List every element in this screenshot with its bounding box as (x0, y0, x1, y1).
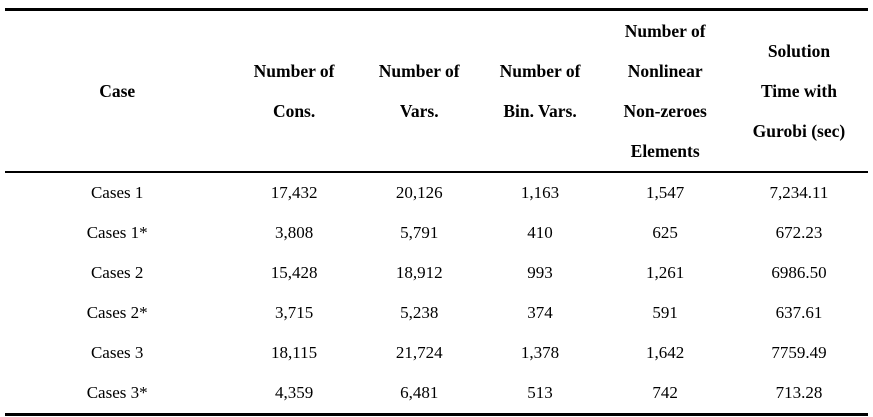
header-line: Gurobi (sec) (752, 121, 846, 141)
nonlinear-cell: 591 (652, 303, 678, 322)
header-line: Number of (499, 61, 581, 81)
table-row: Cases 3* 4,359 6,481 513 742 713.28 (5, 373, 868, 415)
cons-cell: 15,428 (270, 263, 318, 282)
col-header-num-cons: Number of Cons. (229, 10, 358, 173)
bin-vars-cell: 374 (527, 303, 553, 322)
vars-cell: 5,791 (400, 223, 439, 242)
header-line: Nonlinear (627, 61, 703, 81)
bin-vars-cell: 993 (527, 263, 553, 282)
nonlinear-cell: 1,642 (646, 343, 685, 362)
case-cell: Cases 3 (90, 343, 144, 362)
header-line: Cons. (272, 101, 316, 121)
header-line: Elements (630, 141, 700, 161)
header-line: Solution (767, 41, 831, 61)
results-table: Case Number of Cons. Number of Vars. Num… (5, 8, 868, 416)
solution-time-cell: 637.61 (775, 303, 823, 322)
nonlinear-cell: 742 (652, 383, 678, 402)
col-header-solution-time: Solution Time with Gurobi (sec) (730, 10, 868, 173)
header-line: Number of (253, 61, 335, 81)
header-line: Vars. (399, 101, 439, 121)
vars-cell: 21,724 (395, 343, 443, 362)
nonlinear-cell: 1,547 (646, 183, 685, 202)
case-cell: Cases 2* (86, 303, 148, 322)
table-row: Cases 1* 3,808 5,791 410 625 672.23 (5, 213, 868, 253)
col-header-case: Case (5, 10, 229, 173)
col-header-num-bin-vars: Number of Bin. Vars. (480, 10, 601, 173)
header-line: Number of (378, 61, 460, 81)
table-row: Cases 3 18,115 21,724 1,378 1,642 7759.4… (5, 333, 868, 373)
table-row: Cases 2 15,428 18,912 993 1,261 6986.50 (5, 253, 868, 293)
case-cell: Cases 1* (86, 223, 148, 242)
solution-time-cell: 713.28 (775, 383, 823, 402)
solution-time-cell: 7759.49 (771, 343, 827, 362)
cons-cell: 18,115 (271, 343, 318, 362)
header-row: Case Number of Cons. Number of Vars. Num… (5, 10, 868, 173)
nonlinear-cell: 625 (652, 223, 678, 242)
header-line: Non-zeroes (623, 101, 707, 121)
bin-vars-cell: 1,378 (520, 343, 560, 362)
nonlinear-cell: 1,261 (646, 263, 685, 282)
cons-cell: 17,432 (270, 183, 318, 202)
solution-time-cell: 7,234.11 (769, 183, 829, 202)
col-header-num-nonlinear: Number of Nonlinear Non-zeroes Elements (600, 10, 729, 173)
header-line: Time with (760, 81, 837, 101)
bin-vars-cell: 513 (527, 383, 553, 402)
case-cell: Cases 3* (86, 383, 148, 402)
table-row: Cases 2* 3,715 5,238 374 591 637.61 (5, 293, 868, 333)
vars-cell: 20,126 (395, 183, 443, 202)
vars-cell: 18,912 (395, 263, 443, 282)
cons-cell: 3,808 (274, 223, 314, 242)
cons-cell: 3,715 (274, 303, 314, 322)
vars-cell: 6,481 (400, 383, 439, 402)
bin-vars-cell: 1,163 (520, 183, 560, 202)
case-cell: Cases 1 (90, 183, 144, 202)
header-line: Number of (624, 21, 706, 41)
bin-vars-cell: 410 (527, 223, 553, 242)
solution-time-cell: 672.23 (775, 223, 823, 242)
header-line: Bin. Vars. (503, 101, 577, 121)
col-header-num-vars: Number of Vars. (359, 10, 480, 173)
cons-cell: 4,359 (274, 383, 314, 402)
header-line: Case (99, 81, 136, 101)
vars-cell: 5,238 (400, 303, 439, 322)
table-row: Cases 1 17,432 20,126 1,163 1,547 7,234.… (5, 172, 868, 213)
case-cell: Cases 2 (90, 263, 144, 282)
solution-time-cell: 6986.50 (771, 263, 827, 282)
